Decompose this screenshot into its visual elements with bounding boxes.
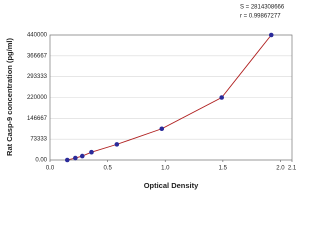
point (219, 95, 225, 100)
x-tick-label: 0.5 (103, 166, 112, 172)
point (73, 155, 78, 161)
point (159, 126, 165, 132)
point (79, 153, 85, 159)
x-tick-label: 2.0 (276, 166, 285, 172)
plot-frame (49, 34, 293, 161)
page: S = 2814308666 r = 0.99867277 Optical De… (4, 4, 297, 190)
x-axis-title: Optical Density (144, 181, 199, 190)
point (64, 157, 70, 163)
chart: S = 2814308666 r = 0.99867277 Optical De… (4, 4, 297, 190)
y-tick-label: 440000 (27, 33, 48, 39)
point (268, 32, 274, 38)
y-tick-label: 73333 (30, 137, 47, 143)
y-tick-label: 146667 (27, 116, 48, 122)
x-tick-label: 2.1 (288, 166, 297, 172)
y-tick-label: 293333 (27, 74, 48, 80)
x-tick-label: 1.5 (219, 166, 228, 172)
y-tick-label: 366667 (27, 53, 48, 59)
y-tick-label: 0.00 (35, 158, 47, 164)
annotation: r = 0.99867277 (240, 14, 281, 20)
point (89, 149, 94, 155)
y-axis-title: Rat Casp-9 concentration (pg/ml) (5, 38, 14, 156)
x-tick-label: 1.0 (161, 166, 170, 172)
y-tick-label: 220000 (27, 95, 48, 101)
annotation: S = 2814308666 (240, 5, 285, 11)
point (114, 142, 120, 147)
x-tick-label: 0.0 (46, 166, 55, 172)
